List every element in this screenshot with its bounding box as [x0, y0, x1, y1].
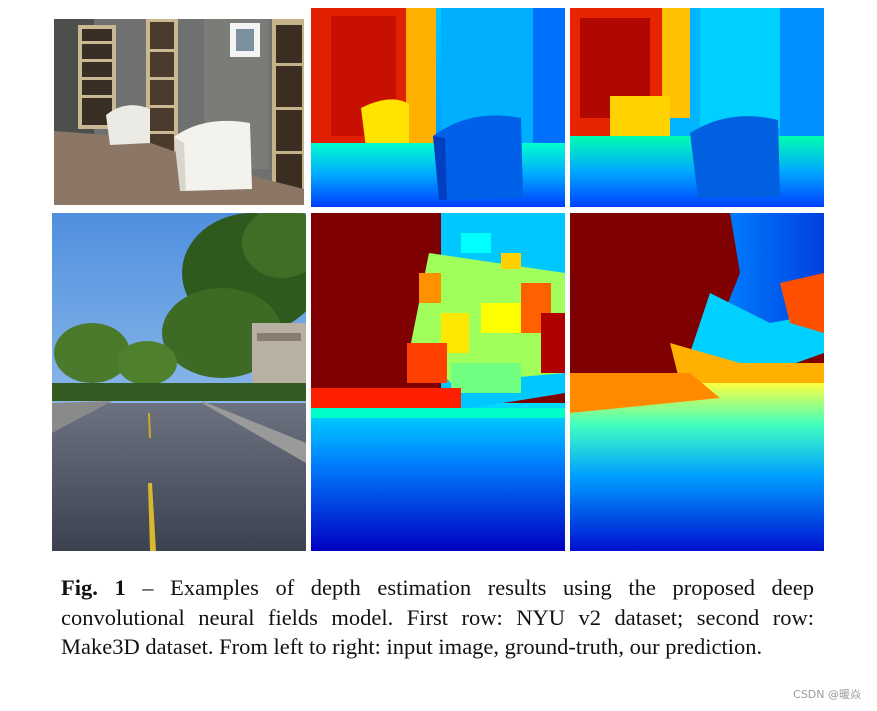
figure-caption: Fig. 1 – Examples of depth estimation re…: [61, 573, 814, 662]
make3d-input-image: [52, 213, 306, 551]
nyu-ground-truth-depth: [311, 8, 565, 207]
figure-label: Fig. 1: [61, 575, 126, 600]
make3d-prediction-depth: [570, 213, 824, 551]
nyu-input-image: [54, 19, 304, 205]
nyu-prediction-depth: [570, 8, 824, 207]
make3d-ground-truth-depth: [311, 213, 565, 551]
watermark: CSDN @暖焱: [793, 688, 861, 701]
caption-text: – Examples of depth estimation results u…: [61, 575, 815, 659]
